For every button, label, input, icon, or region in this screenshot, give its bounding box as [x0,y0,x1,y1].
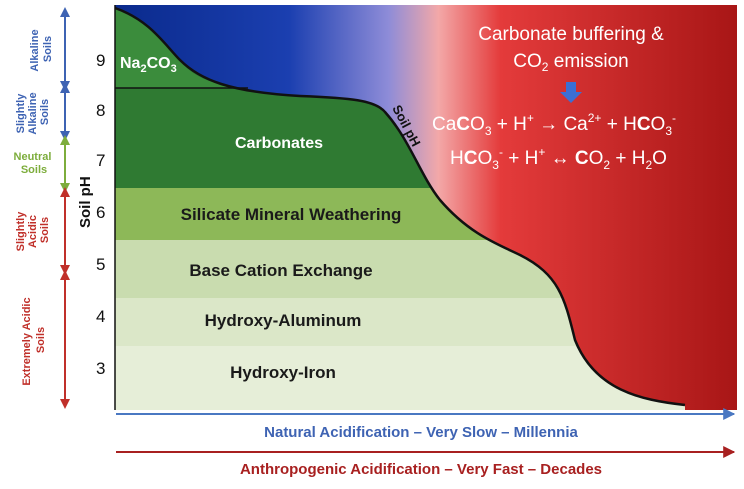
na2co3-label: Na2CO3 [120,55,177,75]
ph-tick-9: 9 [96,51,105,70]
ph-tick-labels: 9 8 7 6 5 4 3 [96,51,105,378]
natural-acidification-label: Natural Acidification – Very Slow – Mill… [264,424,578,441]
silicate-weathering-label: Silicate Mineral Weathering [181,205,402,224]
ph-tick-4: 4 [96,307,105,326]
y-axis-title: Soil pH [77,176,94,228]
reaction-equation-2: HCO3- + H+ ↔ CO2 + H2O [450,145,667,172]
neutral-label: Neutral Soils [14,151,55,176]
carbonates-label: Carbonates [235,135,323,152]
base-cation-exchange-label: Base Cation Exchange [189,261,372,280]
ph-tick-6: 6 [96,203,105,222]
extremely-acidic-label: Extremely Acidic Soils [21,294,47,385]
ph-tick-5: 5 [96,255,105,274]
reaction-equation-1: CaCO3 + H+ → Ca2+ + HCO3- [432,111,676,138]
slightly-alkaline-label: Slightly Alkaline Soils [15,89,51,134]
soil-class-indicators: Alkaline Soils Slightly Alkaline Soils N… [14,6,70,409]
hydroxy-iron-label: Hydroxy-Iron [230,363,336,382]
alkaline-label: Alkaline Soils [29,26,54,71]
na2co3-region [115,8,245,88]
buffering-title-line2: CO2 emission [513,51,628,74]
down-arrow-icon [560,82,582,103]
anthropogenic-acidification-label: Anthropogenic Acidification – Very Fast … [240,461,602,478]
slightly-acidic-label: Slightly Acidic Soils [15,209,51,252]
ph-tick-3: 3 [96,359,105,378]
ph-tick-8: 8 [96,101,105,120]
soil-ph-curve [114,6,686,407]
hydroxy-aluminum-label: Hydroxy-Aluminum [205,311,362,330]
ph-tick-7: 7 [96,151,105,170]
buffering-title-line1: Carbonate buffering & [478,24,664,45]
